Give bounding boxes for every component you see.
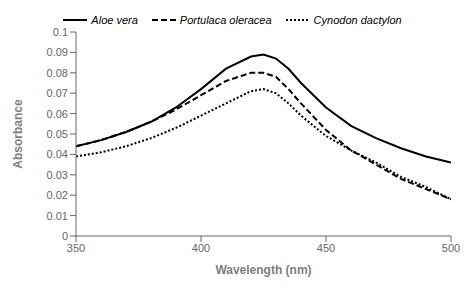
html-text:Cynodon dactylon: Cynodon dactylon [313,14,402,26]
svg-text:0.04: 0.04 [47,148,68,160]
svg-text:0.02: 0.02 [47,189,68,201]
html-text:Portulaca oleracea: Portulaca oleracea [179,14,272,26]
svg-text:0.09: 0.09 [47,46,68,58]
svg-text:400: 400 [192,242,210,254]
svg-text:0.05: 0.05 [47,128,68,140]
html-text:Aloe vera: Aloe vera [91,14,138,26]
svg-text:Wavelength (nm): Wavelength (nm) [215,263,311,277]
svg-text:0.03: 0.03 [47,169,68,181]
svg-text:0.06: 0.06 [47,108,68,120]
svg-text:450: 450 [317,242,335,254]
svg-text:0.08: 0.08 [47,67,68,79]
svg-text:500: 500 [442,242,460,254]
svg-text:0: 0 [62,230,68,242]
svg-text:0.01: 0.01 [47,210,68,222]
svg-text:0.07: 0.07 [47,87,68,99]
svg-text:350: 350 [67,242,85,254]
svg-text:Absorbance: Absorbance [11,99,25,169]
svg-text:0.1: 0.1 [53,26,68,38]
